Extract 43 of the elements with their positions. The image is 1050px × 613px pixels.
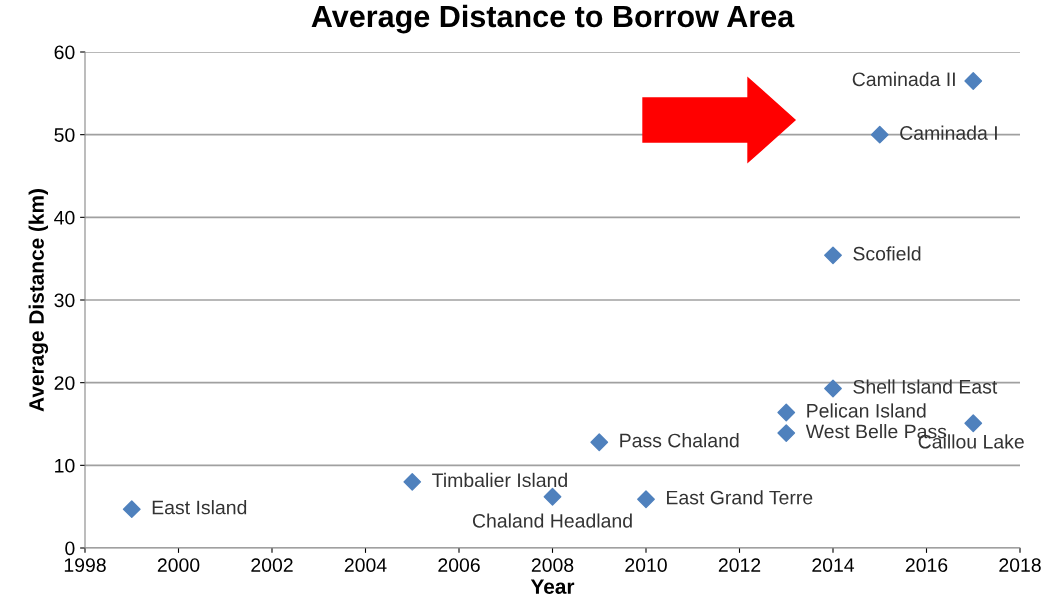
x-tick-label: 2018 <box>999 558 1041 572</box>
point <box>824 379 842 398</box>
x-tick-label: 1998 <box>64 558 106 572</box>
y-tick-label: 30 <box>54 293 75 308</box>
annotation: Scofield <box>853 246 921 261</box>
x-tick-label: 2006 <box>438 558 480 572</box>
y-tick-label: 10 <box>55 458 75 473</box>
y-tick-label: 50 <box>54 128 75 142</box>
y-tick-label: 40 <box>54 210 75 225</box>
x-tick-label: 2010 <box>625 558 667 572</box>
y-tick-label: 0 <box>65 541 75 556</box>
annotation: Caminada I <box>900 125 997 140</box>
annotation: East Grand Terre <box>667 490 813 505</box>
point <box>122 500 141 519</box>
y-axis-title: Average Distance (km) <box>28 189 49 412</box>
point <box>403 472 422 491</box>
annotation: East Island <box>152 500 247 515</box>
x-tick-label: 2016 <box>905 558 948 572</box>
point <box>590 433 609 452</box>
x-tick-label: 2008 <box>531 558 574 572</box>
annotation: Timbalier Island <box>432 472 567 488</box>
y-tick-label: 60 <box>54 45 75 60</box>
x-tick-label: 2002 <box>251 558 293 572</box>
x-tick-label: 2004 <box>344 558 387 572</box>
annotation: Caminada II <box>852 71 955 87</box>
point <box>543 487 562 506</box>
point <box>777 403 796 422</box>
annotation: Chaland Headland <box>472 513 632 528</box>
chart-title: Average Distance to Borrow Area <box>311 4 795 34</box>
x-tick-label: 2014 <box>812 558 855 572</box>
x-axis-title: Year <box>530 579 575 594</box>
x-tick-label: 2012 <box>718 558 761 572</box>
point <box>824 246 842 265</box>
annotation: Shell Island East <box>853 379 998 394</box>
annotation: Pelican Island <box>807 403 926 418</box>
point <box>964 72 983 90</box>
x-tick-label: 2000 <box>157 558 200 572</box>
point <box>964 414 983 433</box>
point <box>870 125 889 144</box>
point <box>777 424 796 443</box>
point <box>637 490 655 509</box>
y-tick-label: 20 <box>54 376 75 390</box>
annotation: Pass Chaland <box>620 433 739 448</box>
